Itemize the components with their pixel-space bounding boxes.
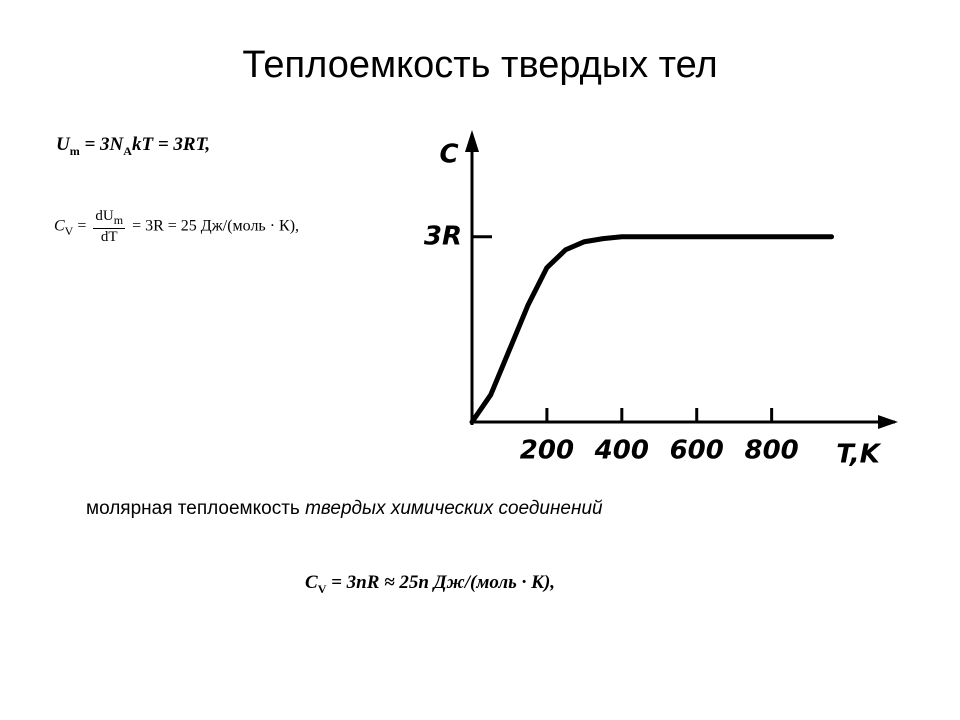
- formula-part: U: [56, 134, 70, 155]
- formula-part: = 3N: [79, 134, 124, 155]
- x-tick-label: 400: [594, 436, 649, 466]
- fraction: dUm dT: [93, 208, 126, 246]
- numerator: dUm: [93, 208, 126, 229]
- y-axis-label: C: [439, 140, 458, 170]
- y-tick-label: 3R: [424, 221, 462, 251]
- x-arrow: [878, 415, 898, 429]
- formula-part: dU: [95, 208, 114, 224]
- formula-part: =: [73, 217, 91, 235]
- formula-part: C: [305, 572, 318, 593]
- caption: молярная теплоемкость твердых химических…: [86, 498, 603, 520]
- title: Теплоемкость твердых тел: [242, 44, 718, 86]
- x-tick-label: 600: [670, 436, 724, 466]
- denominator: dT: [100, 229, 118, 245]
- caption-italic: твердых химических соединений: [305, 498, 603, 519]
- formula-2: CV = dUm dT = 3R = 25 Дж/(моль · К),: [54, 208, 299, 246]
- formula-1: Um = 3NAkT = 3RT,: [56, 134, 210, 159]
- formula-part: = 3nR ≈ 25n Дж/(моль · К),: [326, 572, 556, 593]
- x-axis-label: T,K: [836, 440, 881, 470]
- formula-part: V: [317, 581, 327, 596]
- formula-part: = 3R = 25 Дж/(моль · К),: [128, 217, 300, 235]
- caption-plain: молярная теплоемкость: [86, 498, 306, 519]
- x-tick-label: 200: [520, 436, 574, 466]
- curve: [469, 234, 835, 425]
- x-tick-label: 800: [744, 436, 798, 466]
- formula-part: V: [64, 223, 74, 238]
- y-arrow: [465, 130, 479, 152]
- formula-part: A: [123, 143, 132, 158]
- formula-part: m: [113, 213, 124, 227]
- formula-part: m: [69, 143, 80, 158]
- formula-part: kT = 3RT,: [131, 134, 211, 155]
- formula-part: C: [54, 217, 65, 235]
- formula-3: CV = 3nR ≈ 25n Дж/(моль · К),: [305, 572, 555, 597]
